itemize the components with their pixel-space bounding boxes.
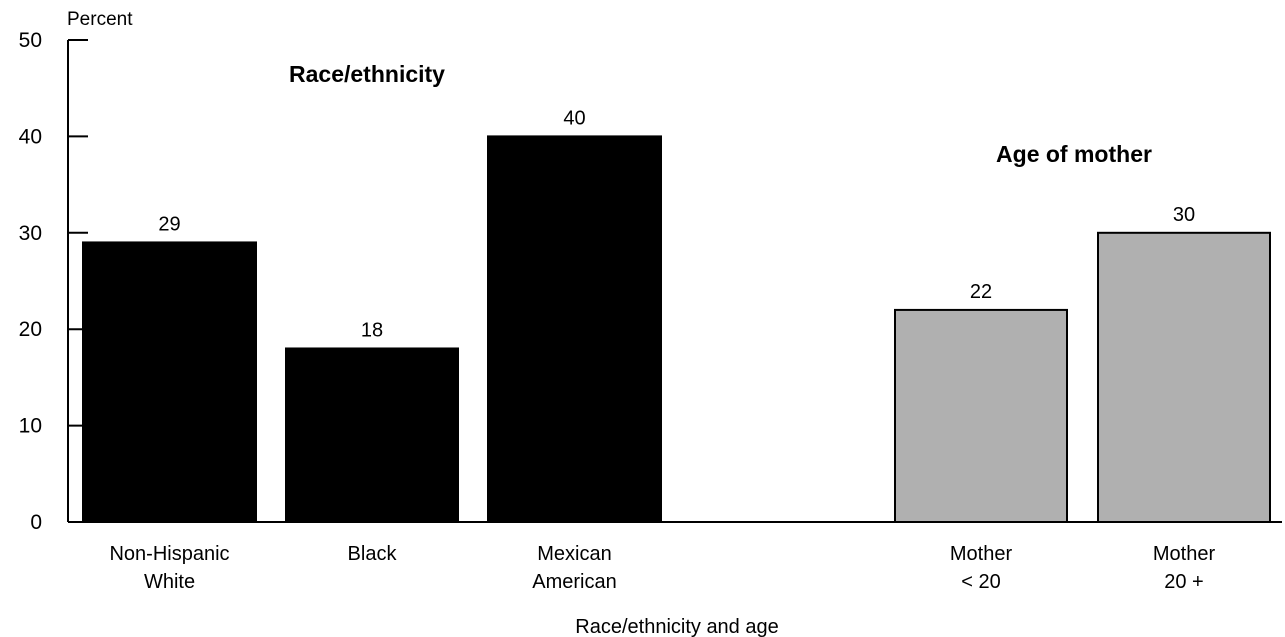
category-label: Black bbox=[348, 543, 398, 565]
bar bbox=[285, 347, 459, 524]
category-label: American bbox=[532, 571, 616, 593]
category-label: Non-Hispanic bbox=[109, 543, 229, 565]
y-axis-label: Percent bbox=[67, 9, 133, 30]
group-labels: Race/ethnicity Age of mother bbox=[289, 61, 1152, 167]
axes bbox=[67, 40, 1282, 523]
y-tick-label: 10 bbox=[19, 415, 42, 438]
category-label: < 20 bbox=[961, 571, 1000, 593]
bar-value-label: 18 bbox=[361, 319, 383, 341]
bar bbox=[82, 241, 257, 523]
bars: 29 Non-Hispanic White 18 Black 40 Mexican Ameri… bbox=[82, 107, 1271, 593]
category-label: White bbox=[144, 571, 195, 593]
category-label: Mother bbox=[1153, 543, 1216, 565]
bar bbox=[1097, 231, 1271, 524]
y-tick-label: 30 bbox=[19, 222, 42, 245]
bar-value-label: 22 bbox=[970, 281, 992, 303]
y-tick-label: 0 bbox=[30, 511, 42, 534]
category-label: 20 + bbox=[1164, 571, 1203, 593]
group-label: Age of mother bbox=[996, 141, 1152, 167]
bar-value-label: 30 bbox=[1173, 204, 1195, 226]
category-label: Mother bbox=[950, 543, 1013, 565]
y-tick-label: 50 bbox=[19, 29, 42, 52]
bar-value-label: 29 bbox=[158, 213, 180, 235]
bar-value-label: 40 bbox=[563, 107, 585, 129]
bar bbox=[487, 135, 662, 523]
category-label: Mexican bbox=[537, 543, 611, 565]
x-axis-label: Race/ethnicity and age bbox=[575, 616, 778, 637]
y-tick-label: 40 bbox=[19, 125, 42, 148]
y-ticks: 0 10 20 30 40 50 bbox=[19, 29, 88, 534]
bar bbox=[894, 308, 1068, 524]
y-tick-label: 20 bbox=[19, 318, 42, 341]
group-label: Race/ethnicity bbox=[289, 61, 445, 87]
